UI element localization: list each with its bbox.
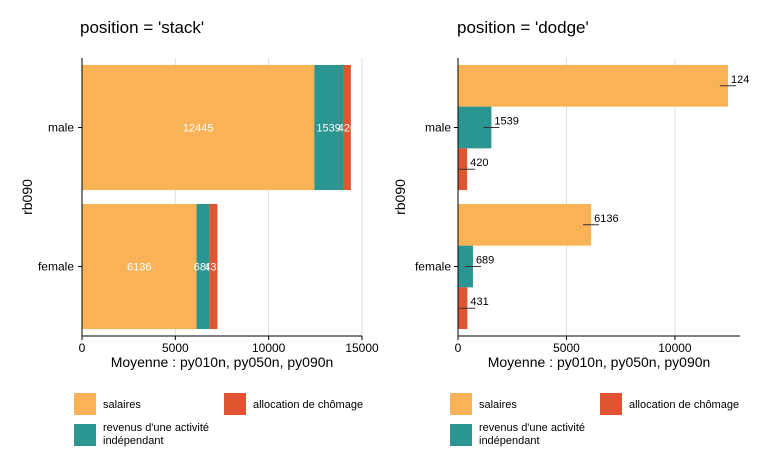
x-tick-label: 5000: [553, 341, 580, 355]
legend: salaires allocation de chômage revenus d'u…: [74, 393, 363, 447]
legend-swatch-revenus: [74, 424, 96, 446]
x-tick-label: 0: [455, 341, 462, 355]
legend-swatch-chomage: [224, 393, 246, 415]
bar-salaires: [458, 203, 592, 246]
x-tick-label: 10000: [658, 341, 692, 355]
bar-revenus: [196, 203, 210, 330]
data-label: 1539: [316, 123, 340, 135]
data-label: 6136: [127, 262, 151, 274]
legend-label: indépendant: [103, 435, 164, 447]
legend-label: revenus d'une activité: [479, 422, 585, 434]
bar-salaires: [82, 203, 197, 330]
legend-label: indépendant: [479, 435, 540, 447]
y-axis-title: rb090: [19, 179, 35, 215]
legend: salaires allocation de chômage revenus d'u…: [450, 393, 739, 447]
panel-dodge: position = 'dodge' male 124 1539 420 female 61…: [392, 18, 749, 370]
bar-salaires: [458, 64, 728, 107]
data-label: 124: [731, 74, 749, 86]
data-label: 420: [338, 123, 356, 135]
category-label: female: [415, 260, 451, 274]
category-label: male: [48, 121, 74, 135]
legend-swatch-salaires: [450, 393, 472, 415]
data-label: 689: [194, 262, 212, 274]
data-label: 689: [476, 255, 494, 267]
data-label: 1539: [494, 116, 518, 128]
legend-label: revenus d'une activité: [103, 422, 209, 434]
y-axis-title: rb090: [392, 179, 408, 215]
panel-title: position = 'dodge': [457, 18, 589, 37]
x-tick-label: 0: [79, 341, 86, 355]
bar-revenus: [314, 64, 344, 191]
category-label: male: [425, 121, 451, 135]
data-label: 431: [470, 296, 488, 308]
category-label: female: [38, 260, 74, 274]
legend-swatch-revenus: [450, 424, 472, 446]
legend-label: salaires: [479, 399, 517, 411]
data-label: 420: [470, 157, 488, 169]
data-label: 431: [204, 262, 222, 274]
panel-title: position = 'stack': [80, 18, 204, 37]
legend-label: allocation de chômage: [253, 399, 363, 411]
bar-chomage: [209, 203, 218, 330]
data-label: 12445: [183, 123, 214, 135]
bar-chomage: [343, 64, 351, 191]
x-tick-label: 10000: [252, 341, 286, 355]
legend-label: salaires: [103, 399, 141, 411]
legend-swatch-salaires: [74, 393, 96, 415]
bar-salaires: [82, 64, 315, 191]
legend-label: allocation de chômage: [629, 399, 739, 411]
x-tick-label: 15000: [345, 341, 379, 355]
data-label: 6136: [594, 213, 618, 225]
legend-swatch-chomage: [600, 393, 622, 415]
x-axis-title: Moyenne : py010n, py050n, py090n: [488, 354, 711, 370]
x-tick-label: 5000: [162, 341, 189, 355]
x-axis-title: Moyenne : py010n, py050n, py090n: [111, 354, 334, 370]
